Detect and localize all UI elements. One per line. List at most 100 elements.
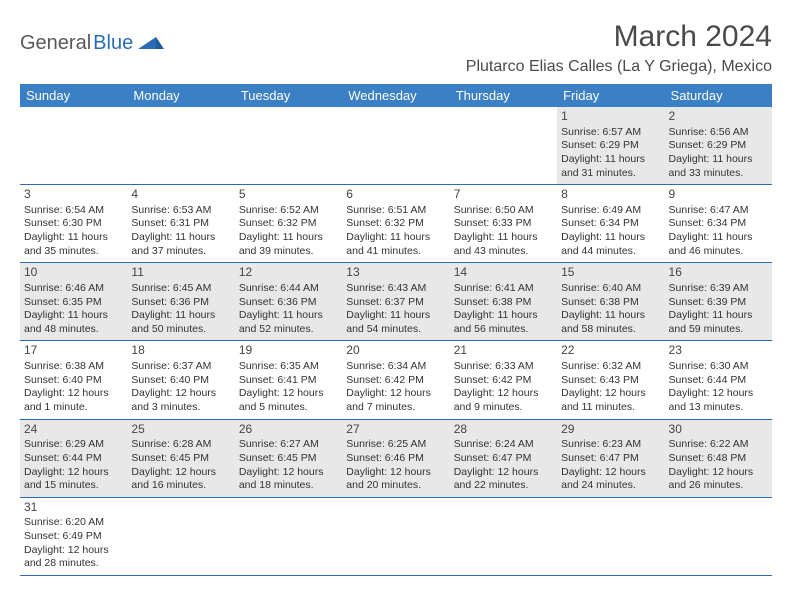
calendar-body: 1Sunrise: 6:57 AMSunset: 6:29 PMDaylight… — [20, 107, 772, 575]
sunrise-text: Sunrise: 6:40 AM — [561, 282, 660, 296]
calendar-cell: 8Sunrise: 6:49 AMSunset: 6:34 PMDaylight… — [557, 185, 664, 263]
logo: General Blue — [20, 20, 164, 55]
daylight-text: Daylight: 11 hours and 50 minutes. — [131, 309, 230, 336]
day-number: 17 — [24, 343, 123, 359]
calendar-cell: 24Sunrise: 6:29 AMSunset: 6:44 PMDayligh… — [20, 419, 127, 497]
calendar-cell: 31Sunrise: 6:20 AMSunset: 6:49 PMDayligh… — [20, 497, 127, 575]
day-number: 28 — [454, 422, 553, 438]
calendar-cell: 11Sunrise: 6:45 AMSunset: 6:36 PMDayligh… — [127, 263, 234, 341]
daylight-text: Daylight: 12 hours and 3 minutes. — [131, 387, 230, 414]
daylight-text: Daylight: 11 hours and 41 minutes. — [346, 231, 445, 258]
sunset-text: Sunset: 6:36 PM — [239, 296, 338, 310]
day-number: 23 — [669, 343, 768, 359]
sunset-text: Sunset: 6:34 PM — [561, 217, 660, 231]
day-number: 4 — [131, 187, 230, 203]
sunset-text: Sunset: 6:49 PM — [24, 530, 123, 544]
sunset-text: Sunset: 6:42 PM — [346, 374, 445, 388]
calendar-row: 17Sunrise: 6:38 AMSunset: 6:40 PMDayligh… — [20, 341, 772, 419]
calendar-cell: 3Sunrise: 6:54 AMSunset: 6:30 PMDaylight… — [20, 185, 127, 263]
calendar-cell: 29Sunrise: 6:23 AMSunset: 6:47 PMDayligh… — [557, 419, 664, 497]
day-number: 16 — [669, 265, 768, 281]
daylight-text: Daylight: 11 hours and 43 minutes. — [454, 231, 553, 258]
calendar-cell: 12Sunrise: 6:44 AMSunset: 6:36 PMDayligh… — [235, 263, 342, 341]
calendar-cell: 10Sunrise: 6:46 AMSunset: 6:35 PMDayligh… — [20, 263, 127, 341]
sunrise-text: Sunrise: 6:57 AM — [561, 126, 660, 140]
sunset-text: Sunset: 6:45 PM — [239, 452, 338, 466]
sunset-text: Sunset: 6:42 PM — [454, 374, 553, 388]
day-number: 2 — [669, 109, 768, 125]
calendar-cell: 27Sunrise: 6:25 AMSunset: 6:46 PMDayligh… — [342, 419, 449, 497]
calendar-cell — [20, 107, 127, 185]
calendar-row: 3Sunrise: 6:54 AMSunset: 6:30 PMDaylight… — [20, 185, 772, 263]
sunrise-text: Sunrise: 6:23 AM — [561, 438, 660, 452]
sunset-text: Sunset: 6:32 PM — [346, 217, 445, 231]
calendar-cell: 14Sunrise: 6:41 AMSunset: 6:38 PMDayligh… — [450, 263, 557, 341]
sunset-text: Sunset: 6:37 PM — [346, 296, 445, 310]
sunset-text: Sunset: 6:30 PM — [24, 217, 123, 231]
daylight-text: Daylight: 12 hours and 5 minutes. — [239, 387, 338, 414]
sunrise-text: Sunrise: 6:51 AM — [346, 204, 445, 218]
sunrise-text: Sunrise: 6:47 AM — [669, 204, 768, 218]
calendar-cell: 26Sunrise: 6:27 AMSunset: 6:45 PMDayligh… — [235, 419, 342, 497]
weekday-header: Monday — [127, 84, 234, 107]
calendar-row: 24Sunrise: 6:29 AMSunset: 6:44 PMDayligh… — [20, 419, 772, 497]
weekday-header-row: Sunday Monday Tuesday Wednesday Thursday… — [20, 84, 772, 107]
daylight-text: Daylight: 12 hours and 1 minute. — [24, 387, 123, 414]
day-number: 8 — [561, 187, 660, 203]
calendar-cell: 2Sunrise: 6:56 AMSunset: 6:29 PMDaylight… — [665, 107, 772, 185]
calendar-cell: 5Sunrise: 6:52 AMSunset: 6:32 PMDaylight… — [235, 185, 342, 263]
calendar-cell — [450, 497, 557, 575]
sunrise-text: Sunrise: 6:35 AM — [239, 360, 338, 374]
day-number: 10 — [24, 265, 123, 281]
calendar-cell: 21Sunrise: 6:33 AMSunset: 6:42 PMDayligh… — [450, 341, 557, 419]
daylight-text: Daylight: 11 hours and 44 minutes. — [561, 231, 660, 258]
sunset-text: Sunset: 6:41 PM — [239, 374, 338, 388]
calendar-cell: 19Sunrise: 6:35 AMSunset: 6:41 PMDayligh… — [235, 341, 342, 419]
calendar-cell: 13Sunrise: 6:43 AMSunset: 6:37 PMDayligh… — [342, 263, 449, 341]
daylight-text: Daylight: 11 hours and 48 minutes. — [24, 309, 123, 336]
sunset-text: Sunset: 6:32 PM — [239, 217, 338, 231]
logo-text-1: General — [20, 32, 91, 55]
calendar-cell: 23Sunrise: 6:30 AMSunset: 6:44 PMDayligh… — [665, 341, 772, 419]
weekday-header: Wednesday — [342, 84, 449, 107]
calendar-cell: 28Sunrise: 6:24 AMSunset: 6:47 PMDayligh… — [450, 419, 557, 497]
calendar-cell: 25Sunrise: 6:28 AMSunset: 6:45 PMDayligh… — [127, 419, 234, 497]
header: General Blue March 2024 Plutarco Elias C… — [20, 20, 772, 76]
calendar-cell: 9Sunrise: 6:47 AMSunset: 6:34 PMDaylight… — [665, 185, 772, 263]
sunrise-text: Sunrise: 6:49 AM — [561, 204, 660, 218]
daylight-text: Daylight: 11 hours and 58 minutes. — [561, 309, 660, 336]
calendar-cell — [342, 497, 449, 575]
sunrise-text: Sunrise: 6:44 AM — [239, 282, 338, 296]
calendar-row: 31Sunrise: 6:20 AMSunset: 6:49 PMDayligh… — [20, 497, 772, 575]
sunrise-text: Sunrise: 6:41 AM — [454, 282, 553, 296]
day-number: 27 — [346, 422, 445, 438]
sunrise-text: Sunrise: 6:34 AM — [346, 360, 445, 374]
day-number: 26 — [239, 422, 338, 438]
calendar-cell: 22Sunrise: 6:32 AMSunset: 6:43 PMDayligh… — [557, 341, 664, 419]
calendar-cell — [450, 107, 557, 185]
weekday-header: Saturday — [665, 84, 772, 107]
sunset-text: Sunset: 6:34 PM — [669, 217, 768, 231]
logo-shape-icon — [138, 33, 164, 54]
calendar-cell: 4Sunrise: 6:53 AMSunset: 6:31 PMDaylight… — [127, 185, 234, 263]
sunset-text: Sunset: 6:31 PM — [131, 217, 230, 231]
daylight-text: Daylight: 11 hours and 56 minutes. — [454, 309, 553, 336]
sunset-text: Sunset: 6:33 PM — [454, 217, 553, 231]
sunset-text: Sunset: 6:40 PM — [131, 374, 230, 388]
daylight-text: Daylight: 12 hours and 24 minutes. — [561, 466, 660, 493]
sunrise-text: Sunrise: 6:56 AM — [669, 126, 768, 140]
sunset-text: Sunset: 6:45 PM — [131, 452, 230, 466]
daylight-text: Daylight: 12 hours and 15 minutes. — [24, 466, 123, 493]
daylight-text: Daylight: 11 hours and 35 minutes. — [24, 231, 123, 258]
month-title: March 2024 — [466, 20, 772, 54]
sunrise-text: Sunrise: 6:38 AM — [24, 360, 123, 374]
sunset-text: Sunset: 6:48 PM — [669, 452, 768, 466]
day-number: 15 — [561, 265, 660, 281]
daylight-text: Daylight: 11 hours and 59 minutes. — [669, 309, 768, 336]
weekday-header: Friday — [557, 84, 664, 107]
calendar-cell: 17Sunrise: 6:38 AMSunset: 6:40 PMDayligh… — [20, 341, 127, 419]
sunrise-text: Sunrise: 6:39 AM — [669, 282, 768, 296]
daylight-text: Daylight: 11 hours and 54 minutes. — [346, 309, 445, 336]
day-number: 11 — [131, 265, 230, 281]
daylight-text: Daylight: 12 hours and 20 minutes. — [346, 466, 445, 493]
